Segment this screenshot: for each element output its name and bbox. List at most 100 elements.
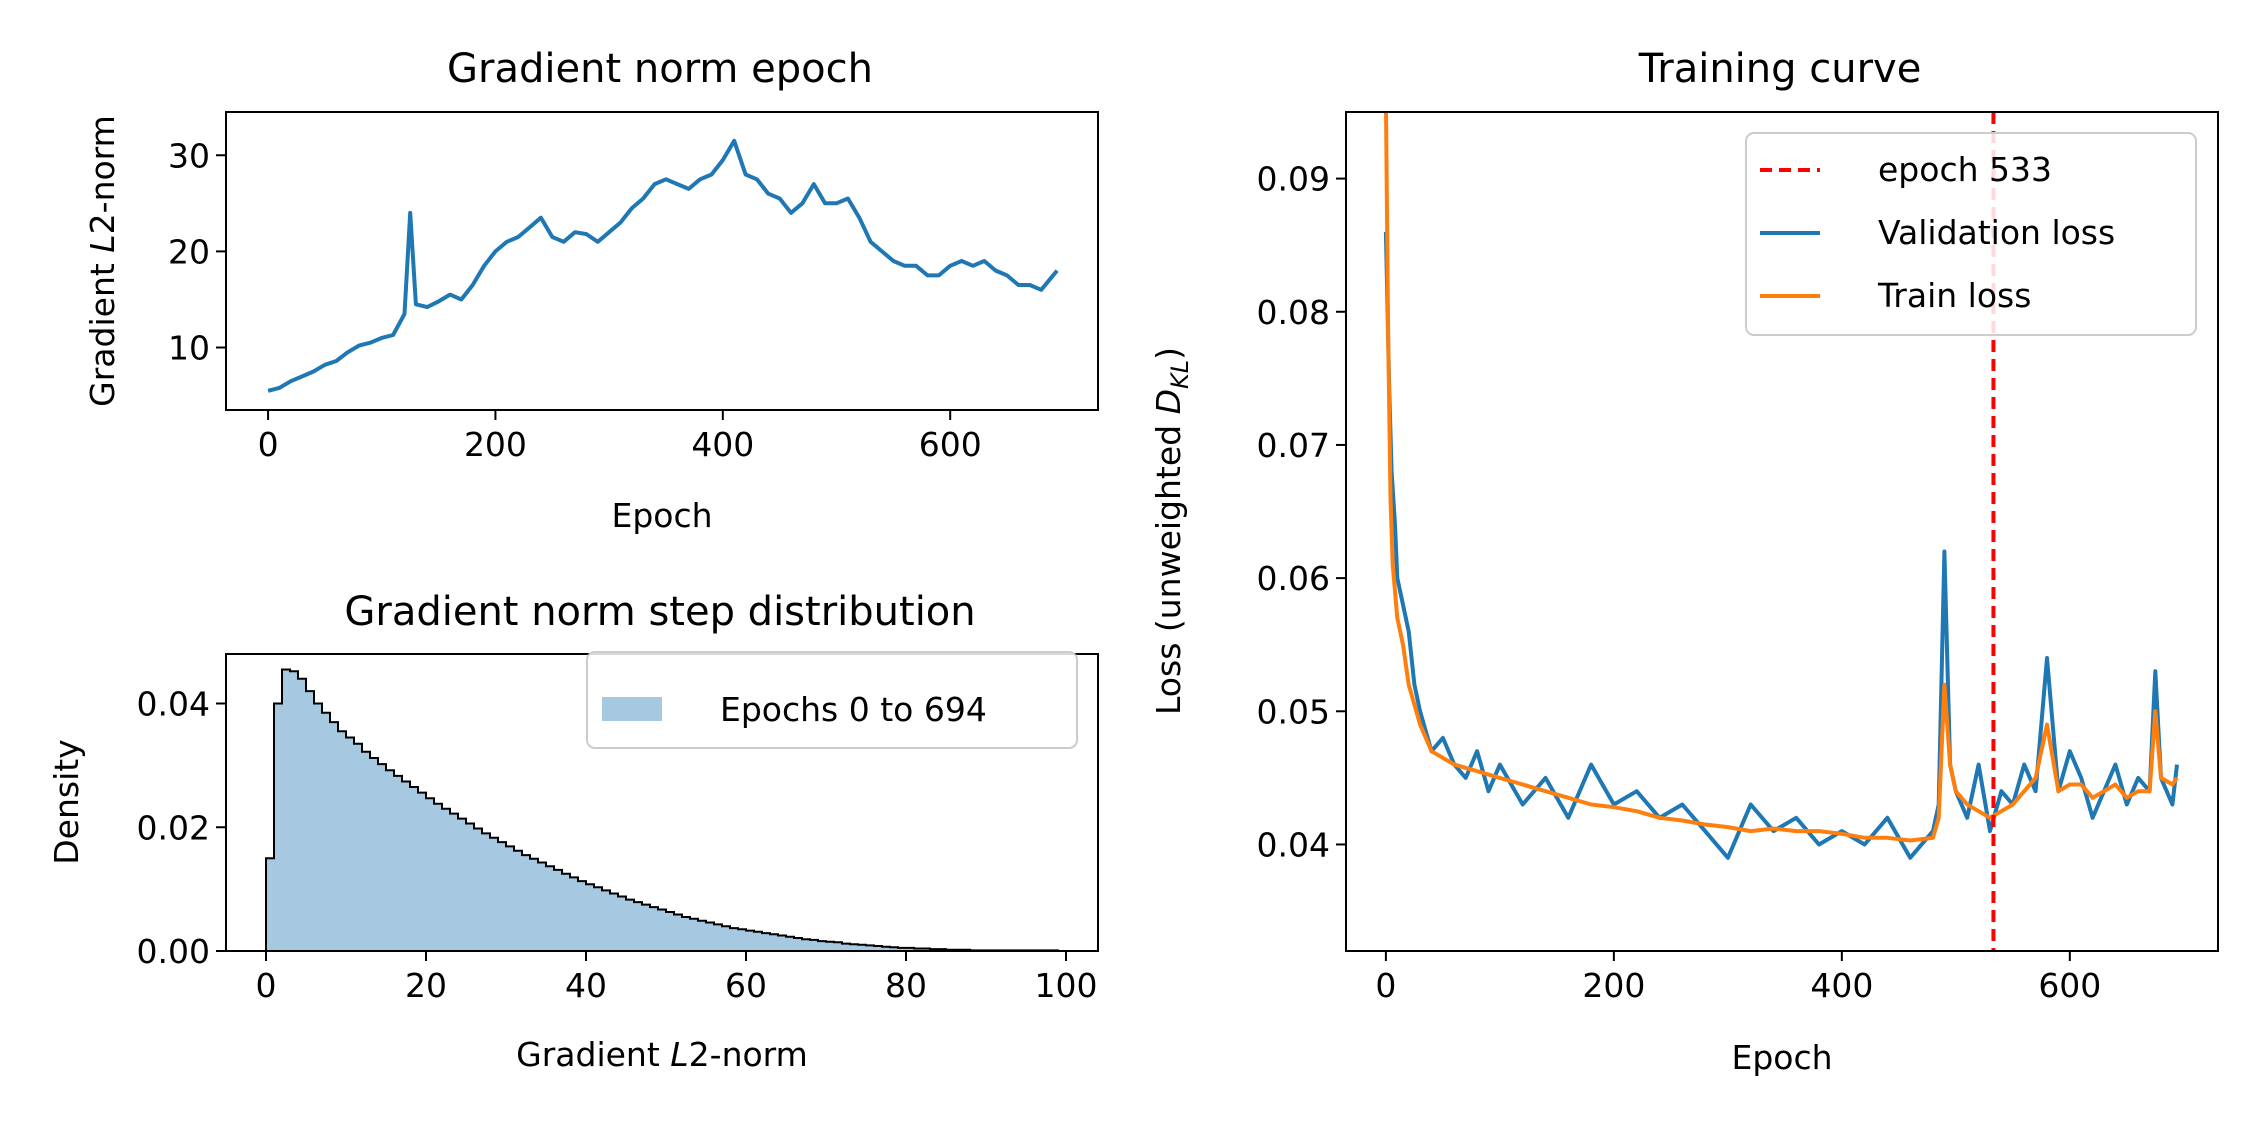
y-tick-label: 0.09 <box>1257 160 1330 199</box>
y-tick-label: 30 <box>168 136 210 175</box>
histogram-bar <box>354 743 362 951</box>
histogram-bar <box>826 941 834 951</box>
legend: Epochs 0 to 694 <box>586 651 1078 749</box>
histogram-bar <box>266 858 274 951</box>
y-tick-label: 0.02 <box>137 808 210 847</box>
chart-title: Gradient norm epoch <box>447 46 873 92</box>
histogram-bar <box>610 893 618 951</box>
histogram-bar <box>898 947 906 951</box>
histogram-bar <box>818 941 826 951</box>
tick-group: 0 200 400 600 0.04 0.05 0.06 0.07 0.08 0.09 <box>1257 160 2102 1005</box>
chart-title: Gradient norm step distribution <box>344 589 975 635</box>
x-tick-label: 40 <box>565 966 607 1005</box>
data-line <box>267 138 1059 393</box>
axes-frame <box>1345 111 2219 952</box>
y-tick-label: 20 <box>168 232 210 271</box>
x-axis-label: Gradient L2-norm <box>516 1035 808 1074</box>
histogram-bar <box>530 858 538 951</box>
histogram-bar <box>434 803 442 951</box>
histogram-bar <box>474 828 482 951</box>
histogram-bar <box>706 922 714 951</box>
histogram-bar <box>450 813 458 951</box>
histogram-bar <box>730 928 738 951</box>
histogram-bar <box>722 926 730 951</box>
histogram-bar <box>698 920 706 951</box>
histogram-bar <box>290 671 298 951</box>
y-axis-label: Loss (unweighted DKL) <box>1149 347 1194 715</box>
histogram-bar <box>906 947 914 951</box>
histogram-bar <box>866 945 874 951</box>
tick-group: 0 20 40 60 80 100 0.00 0.02 0.04 <box>137 685 1098 1006</box>
y-tick-label: 10 <box>168 329 210 368</box>
histogram-bar <box>298 678 306 951</box>
x-tick-label: 200 <box>1582 966 1645 1005</box>
histogram-bar <box>658 909 666 951</box>
legend-swatch <box>602 697 662 721</box>
gradient-norm-epoch-chart: Gradient norm epoch 0 200 400 600 10 20 30 Epo… <box>83 46 1099 535</box>
legend-label-train: Train loss <box>1877 276 2031 315</box>
y-tick-label: 0.04 <box>1257 825 1330 864</box>
histogram-bar <box>922 948 930 951</box>
histogram-bar <box>714 924 722 951</box>
histogram-bar <box>642 904 650 951</box>
chart-title: Training curve <box>1638 46 1922 92</box>
histogram-bar <box>490 837 498 951</box>
x-tick-label: 200 <box>464 425 527 464</box>
training-curve-chart: Training curve 0 200 400 600 0.04 0.05 0.06 0.0… <box>1149 46 2219 1077</box>
x-tick-label: 400 <box>1810 966 1873 1005</box>
y-tick-label: 0.05 <box>1257 692 1330 731</box>
histogram-bar <box>394 775 402 951</box>
x-axis-label: Epoch <box>611 496 712 535</box>
x-tick-label: 60 <box>725 966 767 1005</box>
histogram-bar <box>578 881 586 951</box>
histogram-bar <box>498 842 506 951</box>
histogram-bar <box>314 703 322 951</box>
histogram-bar <box>738 929 746 951</box>
histogram-bar <box>786 936 794 951</box>
histogram-bar <box>682 916 690 951</box>
histogram-bar <box>882 946 890 951</box>
histogram-bar <box>794 938 802 951</box>
histogram-bar <box>362 751 370 951</box>
histogram-bar <box>506 846 514 951</box>
histogram-bar <box>386 770 394 951</box>
tick-group: 0 200 400 600 10 20 30 <box>168 136 982 464</box>
histogram-bar <box>690 918 698 951</box>
histogram-bar <box>546 866 554 951</box>
histogram-bar <box>410 787 418 951</box>
y-tick-label: 0.04 <box>137 685 210 724</box>
x-tick-label: 0 <box>258 425 279 464</box>
histogram-bar <box>466 823 474 951</box>
histogram-bar <box>514 850 522 951</box>
histogram-bar <box>666 912 674 951</box>
histogram-bar <box>762 933 770 951</box>
histogram-bar <box>402 781 410 951</box>
histogram-bar <box>858 944 866 951</box>
histogram-bar <box>618 896 626 951</box>
histogram-bar <box>594 887 602 951</box>
histogram-bar <box>458 818 466 951</box>
histogram-bar <box>346 737 354 951</box>
x-axis-label: Epoch <box>1731 1038 1832 1077</box>
histogram-bar <box>754 931 762 951</box>
x-tick-label: 400 <box>691 425 754 464</box>
histogram-bar <box>306 691 314 952</box>
x-tick-label: 100 <box>1035 966 1098 1005</box>
series-group <box>267 138 1059 393</box>
histogram-outline <box>265 668 1059 952</box>
histogram-bar <box>442 808 450 951</box>
histogram-bar <box>538 862 546 951</box>
histogram-bar <box>282 669 290 951</box>
histogram-bar <box>570 877 578 951</box>
x-tick-label: 0 <box>256 966 277 1005</box>
histogram-bar <box>890 947 898 951</box>
histogram-bar <box>650 907 658 951</box>
histogram-bar <box>370 757 378 951</box>
train-loss-line <box>1384 112 2179 843</box>
histogram-bar <box>802 939 810 951</box>
histogram-bar <box>746 930 754 951</box>
histogram-bar <box>674 914 682 951</box>
histogram-bar <box>770 934 778 951</box>
x-tick-label: 20 <box>405 966 447 1005</box>
